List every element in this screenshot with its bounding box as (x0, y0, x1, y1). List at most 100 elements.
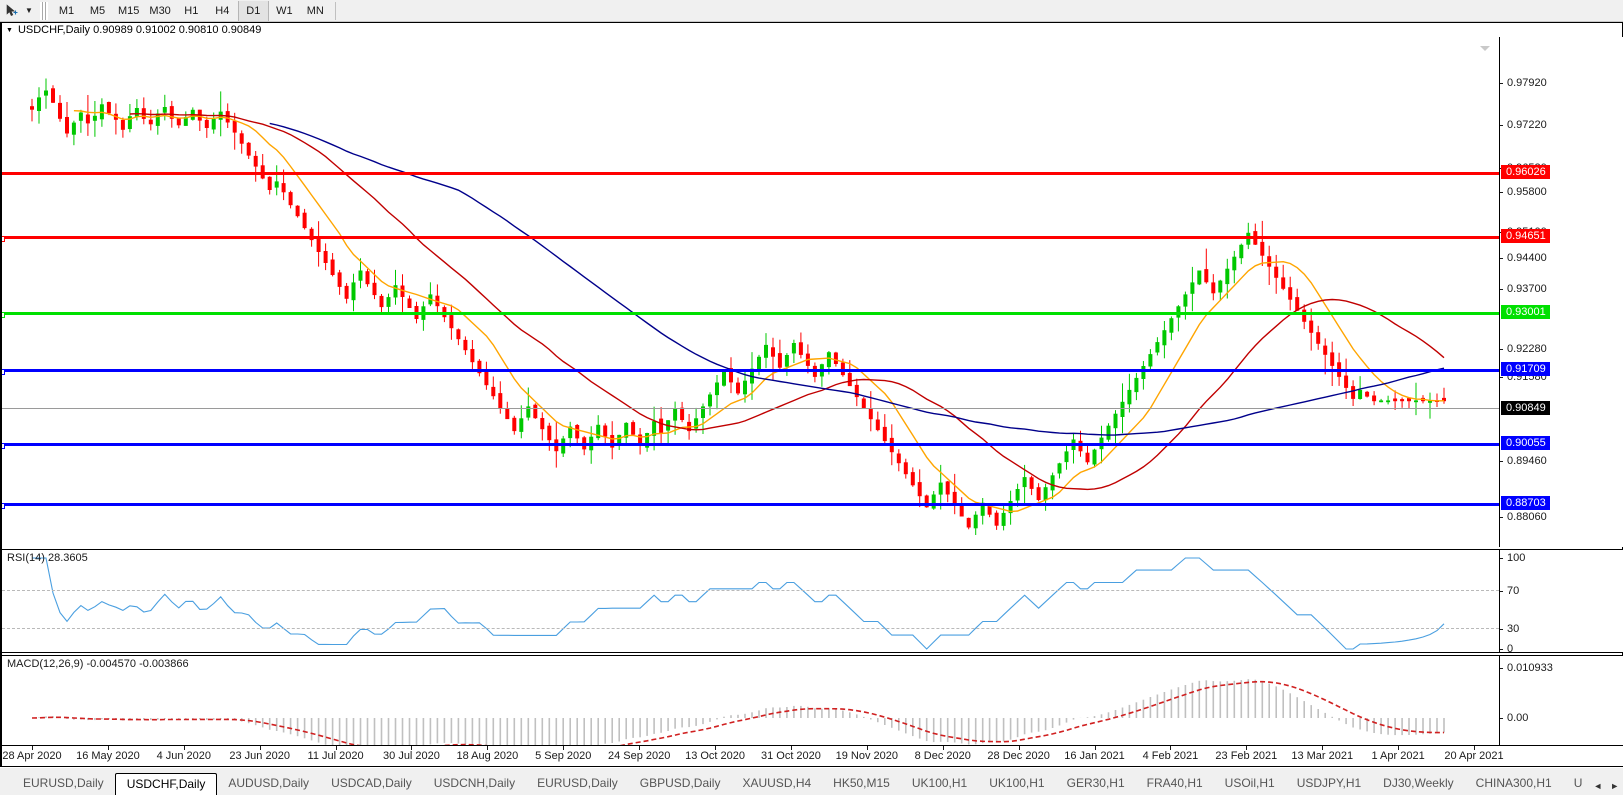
level-line-handle[interactable] (2, 443, 5, 449)
chart-shift-marker-icon[interactable] (1480, 46, 1490, 51)
chart-tab-eurusd-daily[interactable]: EURUSD,Daily (23, 776, 104, 790)
level-line-support[interactable] (2, 443, 1499, 449)
chart-tab-usdchf-daily[interactable]: USDCHF,Daily (114, 773, 218, 795)
time-tick (32, 746, 33, 750)
time-tick (411, 746, 413, 750)
time-tick (866, 746, 868, 750)
level-line-handle[interactable] (2, 369, 5, 375)
level-line-support[interactable] (2, 503, 1499, 509)
rsi-tick: 70 (1500, 585, 1519, 597)
rsi-tick: 30 (1500, 623, 1519, 635)
chevron-right-icon[interactable]: ► (1610, 781, 1620, 791)
timeframe-button-m5[interactable]: M5 (89, 4, 106, 17)
price-level-label-support[interactable]: 0.88703 (1501, 496, 1550, 510)
macd-tick: 0.010933 (1500, 662, 1553, 674)
level-line-handle[interactable] (2, 236, 5, 242)
chart-tab-fra40-h1[interactable]: FRA40,H1 (1146, 776, 1203, 790)
rsi-tick: 0 (1500, 643, 1513, 655)
rsi-level-70-line (2, 590, 1499, 591)
chart-tab-usoil-h1[interactable]: USOil,H1 (1224, 776, 1275, 790)
chart-tab-usdcnh-daily[interactable]: USDCNH,Daily (433, 776, 516, 790)
rsi-pane[interactable]: RSI(14) 28.3605 100 70 30 0 (2, 549, 1623, 655)
rsi-level-30-line (2, 628, 1499, 629)
timeframe-button-m30[interactable]: M30 (149, 4, 171, 17)
level-line-resistance[interactable] (2, 172, 1499, 175)
time-axis-label: 1 Apr 2021 (1371, 750, 1425, 762)
level-line-handle[interactable] (2, 312, 5, 318)
rsi-plot-area[interactable] (2, 550, 1499, 652)
chart-tab-audusd-daily[interactable]: AUDUSD,Daily (228, 776, 310, 790)
macd-histogram-and-signal (31, 679, 1445, 755)
price-level-label-support[interactable]: 0.90055 (1501, 436, 1550, 450)
time-axis-label: 16 Jan 2021 (1064, 750, 1125, 762)
chart-symbol-ohlc-label: USDCHF,Daily 0.90989 0.91002 0.90810 0.9… (17, 24, 262, 36)
chart-tab-usdcad-daily[interactable]: USDCAD,Daily (331, 776, 412, 790)
time-axis-label: 13 Oct 2020 (685, 750, 746, 762)
timeframe-button-group: M1 M5 M15 M30 H1 H4 D1 W1 MN (51, 0, 331, 21)
time-tick (1322, 746, 1324, 750)
price-axis[interactable]: 0.979200.972200.965200.958000.951000.944… (1499, 37, 1623, 573)
level-line-pivot[interactable] (2, 312, 1499, 318)
chart-tab-u[interactable]: U (1573, 776, 1583, 790)
time-axis-label: 16 May 2020 (76, 750, 140, 762)
rsi-axis[interactable]: 100 70 30 0 (1499, 550, 1623, 655)
macd-pane[interactable]: MACD(12,26,9) -0.004570 -0.003866 0.0109… (2, 655, 1623, 761)
toolbar-divider (334, 1, 336, 20)
time-axis-label: 8 Dec 2020 (914, 750, 971, 762)
time-tick (335, 746, 337, 750)
macd-tick: 0.00 (1500, 712, 1528, 724)
price-plot-area[interactable] (2, 37, 1499, 547)
time-tick (1018, 746, 1020, 750)
timeframe-button-mn[interactable]: MN (306, 4, 324, 17)
chart-tab-eurusd-daily[interactable]: EURUSD,Daily (537, 776, 618, 790)
chevron-left-icon[interactable]: ◄ (1593, 781, 1603, 791)
time-axis[interactable]: 28 Apr 2020 16 May 2020 4 Jun 2020 23 Jun 2… (2, 745, 1623, 766)
crosshair-cursor-icon[interactable] (0, 1, 22, 21)
time-axis-label: 28 Apr 2020 (2, 750, 62, 762)
timeframe-button-d1[interactable]: D1 (237, 0, 269, 21)
rsi-tick: 100 (1500, 552, 1525, 564)
time-axis-label: 18 Aug 2020 (456, 750, 519, 762)
price-level-label-current[interactable]: 0.90849 (1501, 401, 1550, 415)
timeframe-button-m15[interactable]: M15 (118, 4, 140, 17)
price-level-label-resistance[interactable]: 0.94651 (1501, 229, 1550, 243)
price-pane[interactable]: 0.979200.972200.965200.958000.951000.944… (2, 37, 1623, 573)
level-line-current[interactable] (2, 408, 1499, 409)
cursor-dropdown-icon[interactable]: ▼ (25, 6, 33, 15)
chart-collapse-icon[interactable]: ▼ (6, 26, 13, 34)
rsi-line-series (32, 557, 1445, 650)
chart-tab-uk100-h1[interactable]: UK100,H1 (989, 776, 1045, 790)
toolbar-drag-handle[interactable] (40, 1, 48, 20)
timeframe-button-m1[interactable]: M1 (58, 4, 75, 17)
time-tick (1170, 746, 1172, 750)
chart-tab-ger30-h1[interactable]: GER30,H1 (1066, 776, 1125, 790)
time-tick (183, 746, 185, 750)
time-tick (1094, 746, 1096, 750)
price-tick: 0.89460 (1500, 455, 1547, 467)
rsi-title: RSI(14) 28.3605 (7, 552, 88, 564)
price-tick: 0.97220 (1500, 119, 1547, 131)
chart-tab-china300-h1[interactable]: CHINA300,H1 (1475, 776, 1552, 790)
time-axis-label: 28 Dec 2020 (987, 750, 1050, 762)
timeframe-button-h4[interactable]: H4 (215, 4, 230, 17)
chart-tab-xauusd-h4[interactable]: XAUUSD,H4 (742, 776, 812, 790)
chart-window[interactable]: ▼ USDCHF,Daily 0.90989 0.91002 0.90810 0… (0, 22, 1623, 767)
price-tick: 0.88060 (1500, 511, 1547, 523)
tab-scroll-controls: ◄ ► (1593, 781, 1623, 795)
timeframe-button-h1[interactable]: H1 (184, 4, 199, 17)
price-tick: 0.94400 (1500, 252, 1547, 264)
price-tick: 0.93700 (1500, 283, 1547, 295)
level-line-handle[interactable] (2, 503, 5, 509)
level-line-support[interactable] (2, 369, 1499, 375)
chart-tab-uk100-h1[interactable]: UK100,H1 (911, 776, 968, 790)
chart-tab-dj30-weekly[interactable]: DJ30,Weekly (1383, 776, 1454, 790)
chart-tab-usdjpy-h1[interactable]: USDJPY,H1 (1296, 776, 1362, 790)
price-level-label-resistance[interactable]: 0.96026 (1501, 165, 1550, 179)
chart-tab-gbpusd-daily[interactable]: GBPUSD,Daily (639, 776, 721, 790)
macd-plot-area[interactable] (2, 656, 1499, 761)
price-level-label-pivot[interactable]: 0.93001 (1501, 305, 1550, 319)
price-level-label-support[interactable]: 0.91709 (1501, 362, 1550, 376)
timeframe-button-w1[interactable]: W1 (276, 4, 293, 17)
chart-tab-hk50-m15[interactable]: HK50,M15 (833, 776, 890, 790)
level-line-resistance[interactable] (2, 236, 1499, 242)
